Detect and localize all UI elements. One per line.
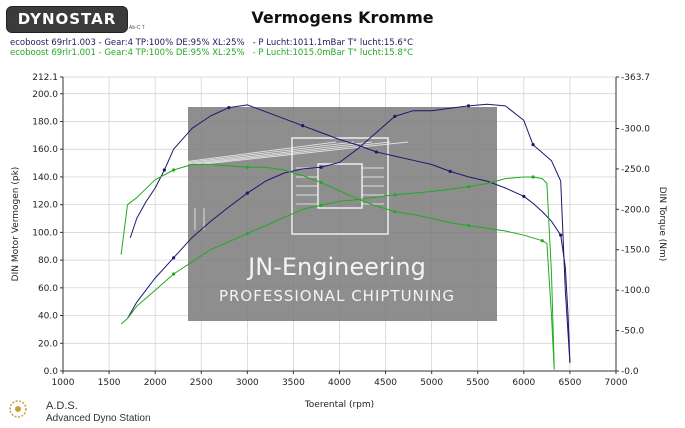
y2-tick-label: -300.0 bbox=[621, 124, 650, 134]
chip-trace bbox=[167, 141, 337, 165]
y-tick-label: 140.0 bbox=[32, 173, 58, 183]
data-point bbox=[540, 239, 544, 243]
logo-subtext: Ab-C T bbox=[129, 25, 145, 31]
run-legend-1: ecoboost 69rlr1.003 - Gear:4 TP:100% DE:… bbox=[10, 38, 414, 48]
y-tick-label: 20.0 bbox=[38, 339, 58, 349]
x-tick-label: 5000 bbox=[420, 378, 443, 388]
y2-tick-label: -0.0 bbox=[621, 367, 639, 377]
chip-outline bbox=[291, 137, 389, 235]
x-tick-label: 4500 bbox=[374, 378, 397, 388]
x-tick-label: 7000 bbox=[605, 378, 628, 388]
x-tick-label: 4000 bbox=[328, 378, 351, 388]
data-point bbox=[466, 185, 471, 189]
y-tick-label: 0.0 bbox=[44, 367, 59, 377]
y-axis-label: DIN Motor Vermogen (pk) bbox=[11, 167, 21, 282]
data-point bbox=[172, 168, 176, 172]
y-tick-label: 100.0 bbox=[32, 228, 58, 238]
data-point bbox=[319, 165, 323, 169]
y-tick-label: 212.1 bbox=[32, 73, 58, 83]
run-legend-2: ecoboost 69rlr1.001 - Gear:4 TP:100% DE:… bbox=[10, 48, 414, 58]
data-point bbox=[245, 165, 249, 169]
series-line-power-run1 bbox=[129, 104, 571, 363]
x-tick-label: 6500 bbox=[558, 378, 581, 388]
data-point bbox=[466, 223, 471, 228]
x-tick-label: 5500 bbox=[466, 378, 489, 388]
data-point bbox=[531, 143, 535, 147]
watermark-subtitle: PROFESSIONAL CHIPTUNING bbox=[219, 287, 455, 305]
y2-tick-label: -250.0 bbox=[621, 165, 650, 175]
series-line-power-run2 bbox=[120, 164, 555, 370]
footer-subtitle: Advanced Dyno Station bbox=[46, 413, 151, 424]
data-point bbox=[172, 272, 176, 276]
y2-tick-label: -363.7 bbox=[621, 73, 650, 83]
x-tick-label: 1500 bbox=[98, 378, 121, 388]
data-point bbox=[466, 104, 471, 108]
chip-trace bbox=[194, 141, 391, 165]
chip-trace bbox=[176, 141, 355, 165]
y-tick-label: 120.0 bbox=[32, 201, 58, 211]
data-point bbox=[319, 203, 323, 207]
data-point bbox=[227, 106, 231, 110]
data-point bbox=[559, 233, 563, 237]
data-point bbox=[531, 175, 535, 179]
x-tick-label: 3000 bbox=[236, 378, 259, 388]
x-axis-label: Toerental (rpm) bbox=[304, 400, 374, 410]
data-point bbox=[393, 193, 397, 197]
watermark-title: JN-Engineering bbox=[246, 253, 426, 281]
y-tick-label: 160.0 bbox=[32, 145, 58, 155]
data-point bbox=[374, 150, 378, 154]
series-line-torque-run2 bbox=[120, 176, 555, 368]
data-point bbox=[172, 256, 176, 260]
data-point bbox=[301, 124, 305, 128]
data-point bbox=[245, 231, 249, 236]
watermark-panel bbox=[188, 107, 497, 321]
y-tick-label: 40.0 bbox=[38, 312, 58, 322]
ads-logo-icon bbox=[9, 400, 27, 418]
chip-trace bbox=[185, 141, 373, 165]
footer-name: A.D.S. bbox=[46, 400, 78, 412]
chart-title: Vermogens Kromme bbox=[251, 8, 434, 27]
y2-tick-label: -50.0 bbox=[621, 327, 645, 337]
y-tick-label: 60.0 bbox=[38, 284, 58, 294]
data-point bbox=[448, 169, 452, 173]
y2-tick-label: -150.0 bbox=[621, 246, 650, 256]
y-tick-label: 80.0 bbox=[38, 256, 58, 266]
series-line-torque-run1 bbox=[127, 103, 571, 363]
data-point bbox=[162, 168, 166, 172]
y-tick-label: 200.0 bbox=[32, 90, 58, 100]
data-point bbox=[245, 191, 249, 195]
data-point bbox=[393, 114, 397, 118]
x-tick-label: 1000 bbox=[52, 378, 75, 388]
x-tick-label: 6000 bbox=[512, 378, 535, 388]
x-tick-label: 3500 bbox=[282, 378, 305, 388]
data-point bbox=[522, 194, 526, 198]
y2-axis-label: DIN Torque (Nm) bbox=[657, 187, 667, 262]
y2-tick-label: -100.0 bbox=[621, 286, 650, 296]
chip-trace bbox=[203, 141, 409, 165]
data-point bbox=[393, 209, 397, 214]
data-point bbox=[319, 180, 323, 185]
y2-tick-label: -200.0 bbox=[621, 205, 650, 215]
x-tick-label: 2500 bbox=[190, 378, 213, 388]
dynostar-logo: DYNOSTAR bbox=[6, 6, 128, 33]
x-tick-label: 2000 bbox=[144, 378, 167, 388]
y-tick-label: 180.0 bbox=[32, 117, 58, 127]
